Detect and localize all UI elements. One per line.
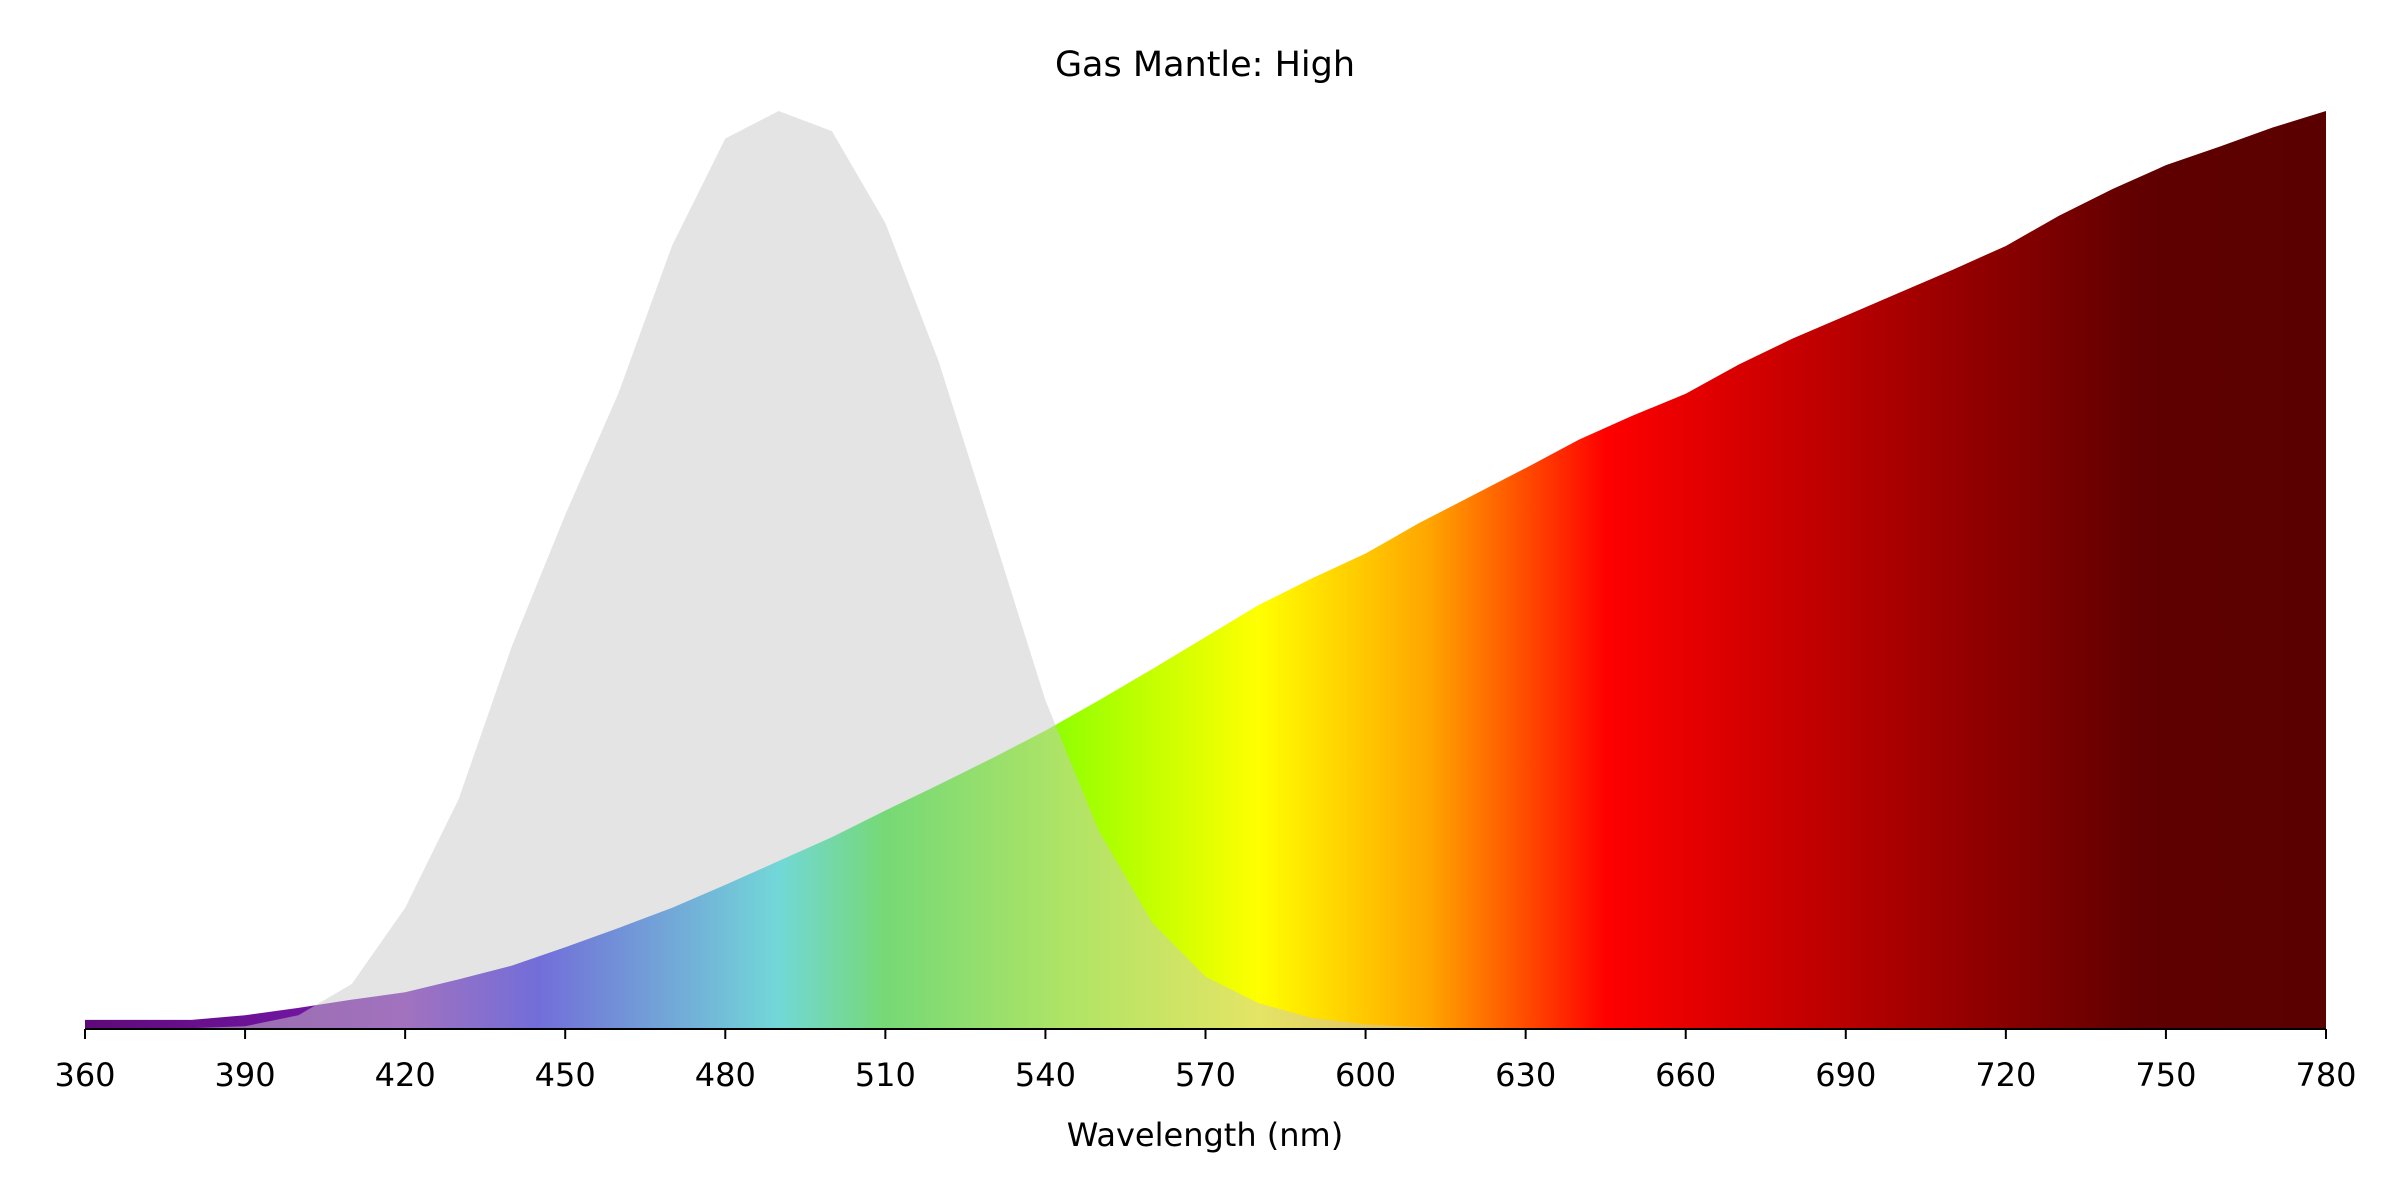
area: [85, 111, 2326, 1029]
x-tick-label: 630: [1495, 1056, 1556, 1094]
x-tick-label: 720: [1975, 1056, 2036, 1094]
x-tick-label: 510: [855, 1056, 916, 1094]
x-tick-label: 450: [535, 1056, 596, 1094]
x-tick-label: 540: [1015, 1056, 1076, 1094]
x-tick-label: 690: [1815, 1056, 1876, 1094]
x-tick-label: 750: [2135, 1056, 2196, 1094]
x-tick-label: 570: [1175, 1056, 1236, 1094]
x-tick-label: 600: [1335, 1056, 1396, 1094]
chart-title: Gas Mantle: High: [1055, 45, 1355, 85]
area: [85, 111, 2326, 1029]
x-axis-label: Wavelength (nm): [1067, 1116, 1343, 1154]
x-tick-label: 780: [2295, 1056, 2356, 1094]
x-tick-label: 420: [375, 1056, 436, 1094]
x-tick-label: 360: [54, 1056, 115, 1094]
x-tick-label: 660: [1655, 1056, 1716, 1094]
x-tick-label: 480: [695, 1056, 756, 1094]
x-tick-label: 390: [215, 1056, 276, 1094]
